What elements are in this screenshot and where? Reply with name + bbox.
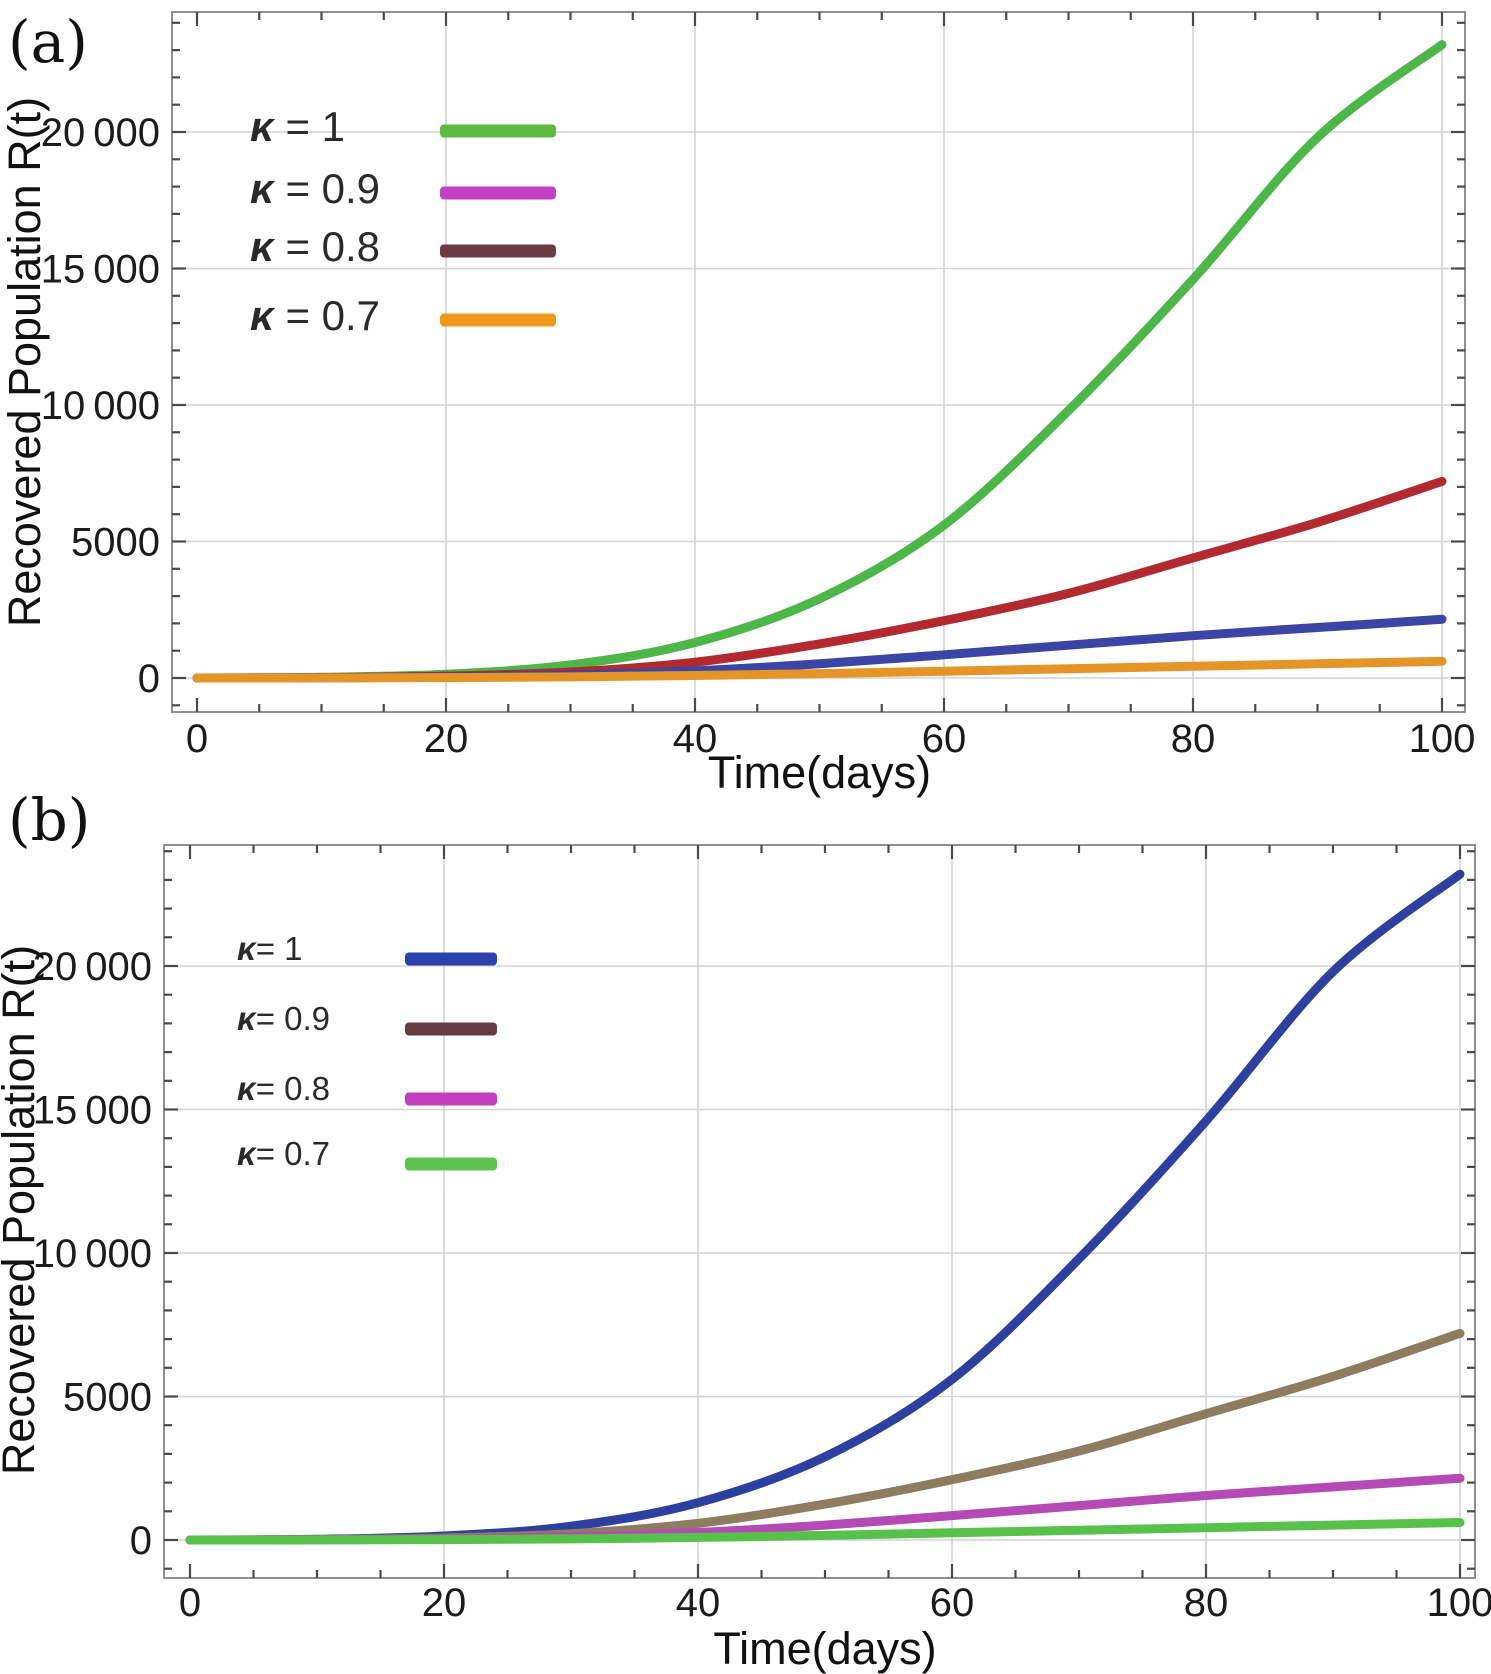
legend-label: κ = 0.8: [250, 223, 380, 270]
panel-label: (a): [8, 8, 88, 76]
curve-kappa-1: [185, 869, 1465, 1545]
axis-ticks: [164, 845, 1475, 1578]
panel-label: (b): [8, 786, 90, 854]
legend-label: κ= 0.7: [237, 1135, 330, 1172]
y-tick-label: 20 000: [41, 111, 160, 155]
y-tick-label: 20 000: [33, 945, 152, 989]
x-tick-label: 20: [424, 717, 469, 761]
y-tick-label: 10 000: [33, 1232, 152, 1276]
y-tick-label: 10 000: [41, 384, 160, 428]
legend-label: κ= 0.9: [237, 1000, 330, 1037]
x-axis-label: Time(days): [713, 1623, 936, 1674]
x-tick-label: 80: [1171, 717, 1216, 761]
x-tick-label: 0: [179, 1581, 201, 1625]
axis-ticks: [172, 12, 1465, 712]
legend-swatch-kappa-1: [405, 952, 497, 966]
curve-kappa-0-7: [185, 1518, 1465, 1545]
x-tick-label: 100: [1427, 1581, 1491, 1625]
curve-kappa-0-7: [192, 656, 1447, 683]
legend: κ= 1 κ= 0.9 κ= 0.8 κ= 0.7: [237, 930, 497, 1172]
x-tick-label: 0: [186, 717, 208, 761]
curves: [192, 40, 1447, 683]
x-axis-label: Time(days): [708, 747, 931, 798]
x-tick-label: 60: [922, 717, 967, 761]
curve-kappa-0-9: [185, 1328, 1465, 1545]
y-tick-label: 0: [130, 1519, 152, 1563]
x-tick-label: 60: [930, 1581, 975, 1625]
x-tick-label: 40: [676, 1581, 721, 1625]
x-tick-label: 100: [1409, 717, 1476, 761]
y-axis-label: Recovered Population R(t): [0, 945, 44, 1475]
legend-swatch-kappa-0-9: [405, 1022, 497, 1036]
y-tick-label: 15 000: [41, 248, 160, 292]
legend-swatch-kappa-0-7: [405, 1157, 497, 1171]
x-tick-label: 40: [673, 717, 718, 761]
y-tick-label: 5000: [71, 521, 160, 565]
legend-swatch-kappa-1: [440, 124, 556, 138]
legend-swatch-kappa-0-7: [440, 313, 556, 327]
y-tick-label: 0: [138, 657, 160, 701]
legend-swatch-kappa-0-8: [405, 1092, 497, 1106]
plot-frame: [163, 844, 1476, 1579]
legend: κ = 1 κ = 0.9 κ = 0.8 κ = 0.7: [250, 103, 556, 339]
gridlines: [164, 845, 1475, 1578]
x-tick-label: 20: [422, 1581, 467, 1625]
legend-swatch-kappa-0-8: [440, 244, 556, 258]
legend-label: κ = 0.7: [250, 292, 380, 339]
x-tick-label: 80: [1184, 1581, 1229, 1625]
legend-label: κ = 1: [250, 103, 345, 150]
curves: [185, 869, 1465, 1545]
legend-swatch-kappa-0-9: [440, 186, 556, 200]
y-tick-label: 15 000: [33, 1089, 152, 1133]
legend-label: κ= 0.8: [237, 1070, 330, 1107]
legend-label: κ = 0.9: [250, 165, 380, 212]
y-axis-label: Recovered Population R(t): [0, 97, 50, 627]
legend-label: κ= 1: [237, 930, 302, 967]
y-tick-label: 5000: [63, 1376, 152, 1420]
